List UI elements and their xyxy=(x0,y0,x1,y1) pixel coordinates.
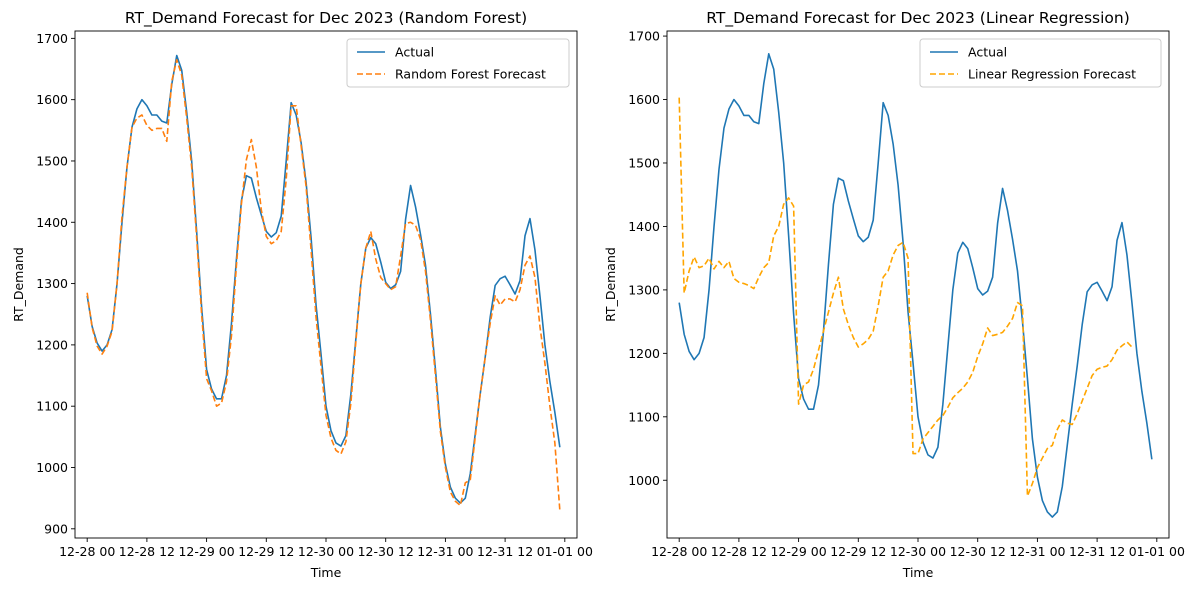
y-tick-label: 1200 xyxy=(36,337,68,352)
legend-label: Actual xyxy=(968,45,1007,60)
y-tick-label: 1500 xyxy=(628,155,660,170)
x-tick-label: 12-30 12 xyxy=(950,544,1006,559)
x-tick-label: 12-28 12 xyxy=(711,544,767,559)
y-tick-label: 1300 xyxy=(628,282,660,297)
x-axis-label: Time xyxy=(902,565,934,580)
series-line-actual xyxy=(678,53,1153,518)
legend: Actual Linear Regression Forecast xyxy=(919,38,1162,88)
random-forest-chart: RT_Demand Forecast for Dec 2023 (Random … xyxy=(11,9,593,580)
legend-box xyxy=(919,38,1162,88)
y-tick-label: 1200 xyxy=(628,346,660,361)
series-group xyxy=(678,53,1153,518)
legend: Actual Random Forest Forecast xyxy=(346,38,570,88)
x-tick-label: 01-01 00 xyxy=(1129,544,1185,559)
series-line-forecast xyxy=(86,59,561,511)
chart-title: RT_Demand Forecast for Dec 2023 (Random … xyxy=(125,9,527,28)
y-tick-label: 1300 xyxy=(36,276,68,291)
y-tick-label: 1700 xyxy=(36,31,68,46)
y-tick-label: 1600 xyxy=(628,92,660,107)
x-tick-label: 12-31 12 xyxy=(1069,544,1125,559)
x-tick-label: 12-29 12 xyxy=(830,544,886,559)
y-tick-label: 1600 xyxy=(36,92,68,107)
y-tick-label: 1400 xyxy=(628,219,660,234)
x-tick-label: 12-29 12 xyxy=(238,544,294,559)
series-group xyxy=(86,54,561,511)
y-tick-label: 1700 xyxy=(628,29,660,44)
y-tick-label: 900 xyxy=(44,521,68,536)
legend-label: Actual xyxy=(395,45,434,60)
series-line-actual xyxy=(86,54,561,504)
y-tick-label: 1100 xyxy=(36,399,68,414)
x-tick-label: 12-30 00 xyxy=(890,544,946,559)
y-axis-label: RT_Demand xyxy=(11,247,26,322)
legend-label: Linear Regression Forecast xyxy=(968,67,1136,82)
y-axis-label: RT_Demand xyxy=(603,247,618,322)
x-tick-label: 12-31 12 xyxy=(477,544,533,559)
series-line-forecast xyxy=(678,97,1133,497)
linear-regression-chart: RT_Demand Forecast for Dec 2023 (Linear … xyxy=(603,9,1185,580)
x-tick-label: 12-31 00 xyxy=(1009,544,1065,559)
legend-label: Random Forest Forecast xyxy=(395,67,546,82)
x-tick-label: 12-30 00 xyxy=(298,544,354,559)
x-tick-label: 01-01 00 xyxy=(537,544,593,559)
plot-frame xyxy=(74,30,578,539)
x-tick-label: 12-29 00 xyxy=(178,544,234,559)
x-tick-label: 12-28 12 xyxy=(119,544,175,559)
y-tick-label: 1100 xyxy=(628,409,660,424)
y-tick-label: 1000 xyxy=(628,473,660,488)
x-tick-label: 12-28 00 xyxy=(651,544,707,559)
legend-box xyxy=(346,38,570,88)
y-tick-label: 1000 xyxy=(36,460,68,475)
x-tick-label: 12-30 12 xyxy=(358,544,414,559)
x-tick-label: 12-28 00 xyxy=(59,544,115,559)
x-tick-label: 12-29 00 xyxy=(770,544,826,559)
y-tick-label: 1500 xyxy=(36,153,68,168)
y-tick-label: 1400 xyxy=(36,215,68,230)
x-axis-label: Time xyxy=(310,565,342,580)
chart-title: RT_Demand Forecast for Dec 2023 (Linear … xyxy=(706,9,1130,28)
x-tick-label: 12-31 00 xyxy=(417,544,473,559)
